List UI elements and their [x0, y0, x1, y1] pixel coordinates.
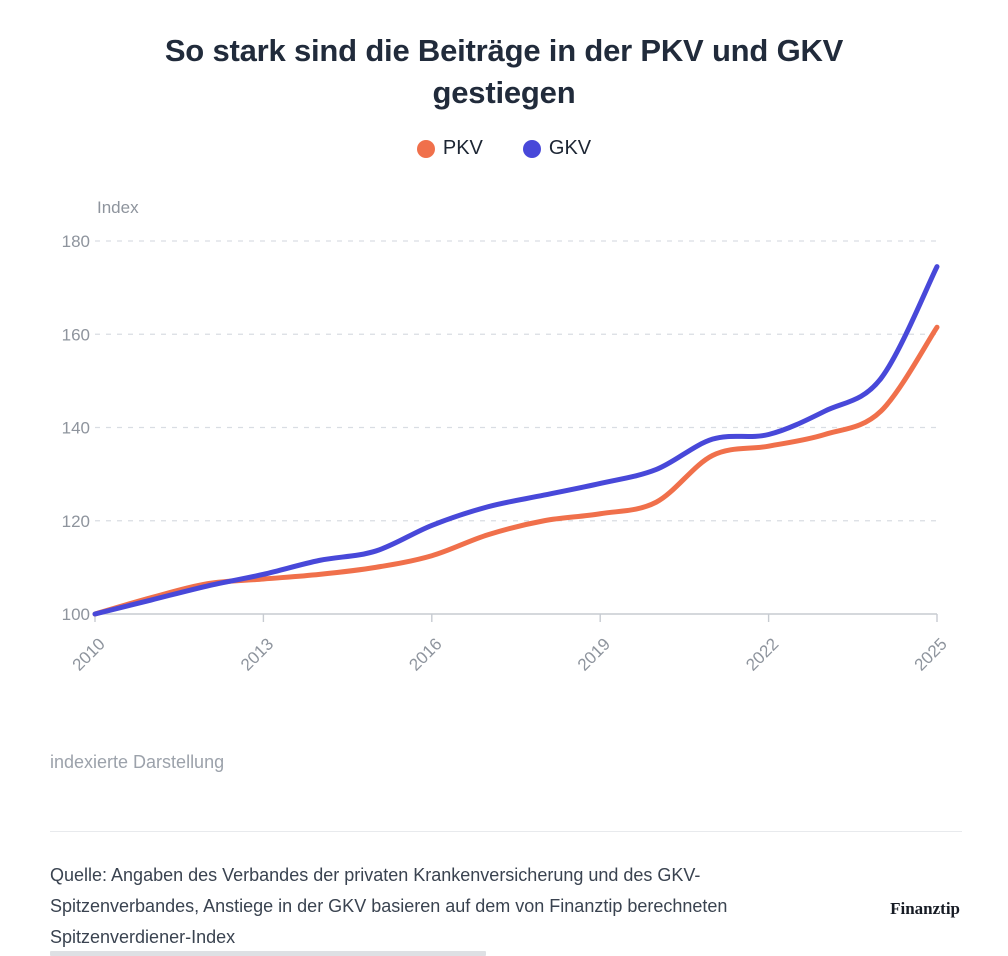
source-text: Quelle: Angaben des Verbandes der privat… [50, 860, 850, 953]
legend-label: GKV [548, 137, 592, 159]
y-tick-label-140: 140 [62, 419, 90, 438]
chart-title-line1: So stark sind die Beiträge in der PKV un… [164, 33, 844, 68]
source-line-3: Spitzenverdiener-Index [50, 927, 236, 947]
source-line-1: Quelle: Angaben des Verbandes der privat… [50, 865, 701, 885]
legend-dot-pkv [416, 139, 435, 158]
y-tick-label-100: 100 [62, 605, 90, 624]
legend-item-gkv: GKV [522, 137, 592, 160]
legend-dot-gkv [522, 139, 541, 158]
footer-divider [50, 831, 962, 832]
clipped-bottom-text [50, 951, 486, 956]
source-line-2: Spitzenverbandes, Anstiege in der GKV ba… [50, 896, 728, 916]
finanztip-logo: Finanztip [890, 899, 960, 918]
x-tick-label-2025: 2025 [911, 634, 951, 674]
series-lines [92, 264, 940, 617]
y-tick-label-120: 120 [62, 512, 90, 531]
x-axis [94, 613, 938, 622]
x-axis-tick-labels: 2010 2013 2016 2019 2022 2025 [69, 634, 951, 674]
chart-title-line2: gestiegen [432, 75, 576, 110]
x-tick-label-2016: 2016 [405, 634, 445, 674]
x-tick-label-2010: 2010 [69, 634, 109, 674]
chart-title: So stark sind die Beiträge in der PKV un… [0, 30, 1008, 114]
series-line-pkv [92, 324, 940, 617]
gridlines [95, 240, 937, 522]
y-axis-title: Index [97, 198, 139, 217]
chart-note: indexierte Darstellung [50, 752, 225, 772]
x-tick-label-2019: 2019 [574, 634, 614, 674]
legend-label: PKV [442, 137, 483, 159]
y-axis-tick-labels: 100 120 140 160 180 [62, 232, 90, 624]
y-tick-label-180: 180 [62, 232, 90, 251]
x-tick-label-2022: 2022 [742, 634, 782, 674]
x-tick-label-2013: 2013 [237, 634, 277, 674]
y-tick-label-160: 160 [62, 325, 90, 344]
chart-legend: PKV GKV [0, 137, 1008, 160]
series-line-gkv [92, 264, 940, 617]
legend-item-pkv: PKV [416, 137, 483, 160]
